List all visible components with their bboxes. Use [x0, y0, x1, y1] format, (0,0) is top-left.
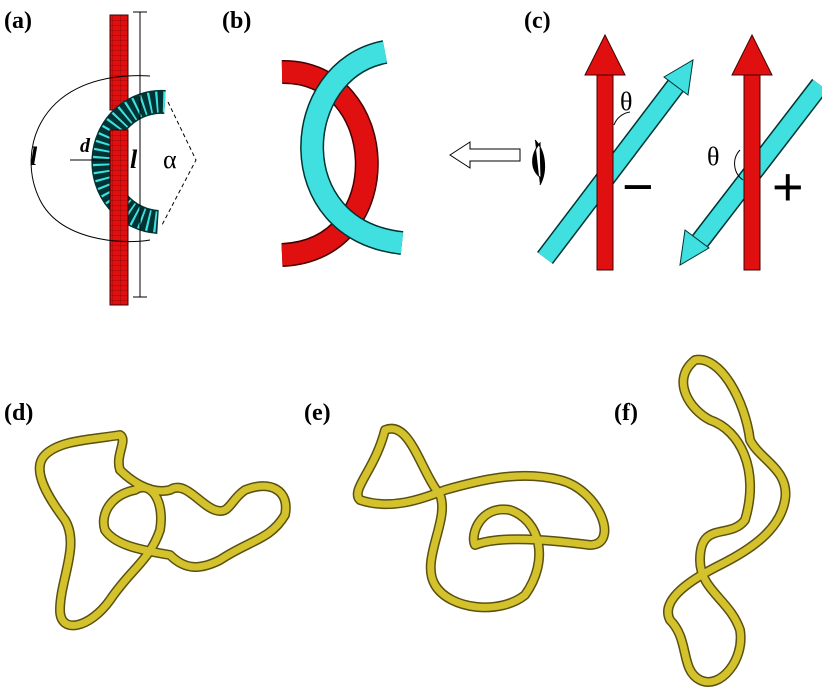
annotation: α	[163, 145, 177, 174]
panel-label: (a)	[4, 8, 32, 34]
annotation: d	[80, 135, 91, 157]
arrow	[450, 142, 520, 168]
panel-label: (f)	[614, 400, 638, 426]
panel-b: (b)	[222, 8, 545, 255]
panel-f: (f)	[614, 360, 786, 682]
figure: (a) l d l α (b) (c) θ −	[0, 0, 822, 696]
rod	[110, 130, 128, 305]
panel-e: (e)	[304, 400, 604, 607]
annotation: l	[130, 145, 138, 174]
panel-label: (b)	[222, 8, 251, 34]
annotation: −	[622, 157, 654, 217]
panel-label: (c)	[524, 8, 551, 34]
rod	[110, 15, 128, 110]
eye	[533, 140, 545, 185]
panel-label: (e)	[304, 400, 331, 426]
annotation: θ	[707, 142, 719, 171]
panel-label: (d)	[4, 400, 33, 426]
panel-d: (d)	[4, 400, 286, 625]
annotation: l	[30, 142, 38, 171]
annotation: θ	[620, 87, 632, 116]
panel-a: (a) l d l α	[4, 8, 196, 305]
panel-c: (c) θ − θ +	[524, 8, 820, 270]
annotation: +	[772, 157, 804, 217]
red-arrow	[597, 70, 613, 270]
